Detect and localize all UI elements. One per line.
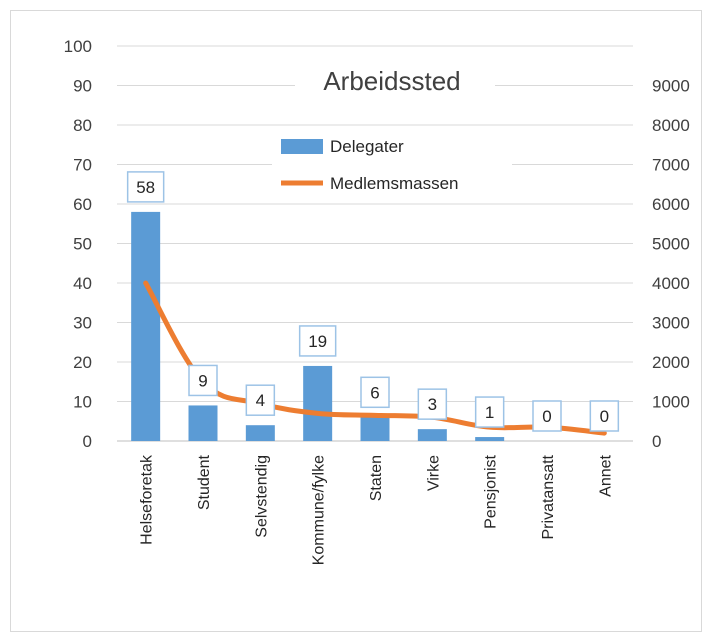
data-label: 0: [600, 407, 609, 426]
data-label: 58: [136, 178, 155, 197]
y-axis-left: 0 10 20 30 40 50 60 70 80 90 100: [64, 37, 92, 451]
y-right-tick-label: 7000: [652, 156, 690, 175]
data-label: 3: [428, 395, 437, 414]
data-label-box: [188, 364, 218, 397]
data-label: 1: [485, 403, 494, 422]
y-right-tick-label: 0: [652, 432, 661, 451]
y-left-tick-label: 50: [73, 235, 92, 254]
bar: [303, 365, 333, 441]
y-left-tick-label: 0: [83, 432, 92, 451]
y-right-tick-label: 4000: [652, 274, 690, 293]
y-right-tick-label: 1000: [652, 393, 690, 412]
bar: [417, 429, 447, 441]
x-axis-categories: Helseforetak Student Selvstendig Kommune/fy…: [139, 454, 615, 565]
data-label-box: [245, 384, 276, 416]
data-label-box: [474, 396, 505, 428]
y-right-tick-label: 3000: [652, 314, 690, 333]
y-left-tick-label: 60: [73, 195, 92, 214]
data-label-box: [532, 400, 562, 432]
category-label: Kommune/fylke: [311, 455, 328, 565]
bar: [360, 417, 390, 441]
y-left-tick-label: 10: [73, 393, 92, 412]
bar: [475, 437, 505, 441]
chart-frame: [10, 10, 702, 632]
category-label: Pensjonist: [483, 454, 500, 528]
y-axis-right: 0 1000 2000 3000 4000 5000 6000 7000 8000 9000: [652, 77, 690, 452]
bar-series: [131, 211, 505, 441]
category-label: Selvstendig: [253, 455, 270, 538]
data-label-box: [298, 325, 337, 357]
y-right-tick-label: 2000: [652, 353, 690, 372]
legend-label-delegater: Delegater: [330, 137, 404, 156]
data-label: 9: [198, 371, 207, 390]
data-label: 6: [370, 383, 379, 402]
data-label-box: [589, 400, 620, 432]
y-left-tick-label: 90: [73, 77, 92, 96]
data-label-box: [360, 376, 390, 409]
data-label-box: [417, 388, 448, 420]
y-left-tick-label: 80: [73, 116, 92, 135]
category-label: Virke: [425, 455, 442, 491]
y-left-tick-label: 30: [73, 314, 92, 333]
legend-swatch-delegater: [281, 139, 323, 154]
y-right-tick-label: 8000: [652, 116, 690, 135]
category-label: Annet: [597, 454, 614, 496]
category-label: Privatansatt: [540, 454, 557, 539]
category-label: Staten: [368, 455, 385, 501]
y-right-tick-label: 6000: [652, 195, 690, 214]
title-background: [295, 58, 495, 104]
y-right-tick-label: 9000: [652, 77, 690, 96]
y-left-tick-label: 100: [64, 37, 92, 56]
category-label: Helseforetak: [139, 454, 156, 545]
y-left-tick-label: 40: [73, 274, 92, 293]
y-right-tick-label: 5000: [652, 235, 690, 254]
legend-label-medlemsmassen: Medlemsmassen: [330, 174, 459, 193]
legend: Delegater Medlemsmassen: [272, 132, 512, 200]
bar: [131, 211, 161, 441]
chart-title: Arbeidssted: [323, 66, 460, 96]
data-label: 0: [542, 407, 551, 426]
data-label: 19: [308, 332, 327, 351]
data-label-box: [126, 171, 165, 203]
category-label: Student: [196, 454, 213, 510]
y-left-tick-label: 70: [73, 156, 92, 175]
bar: [245, 425, 275, 441]
data-labels: 58 9 4 19 6 3 1 0 0: [126, 171, 620, 432]
bar: [188, 405, 218, 441]
data-label: 4: [256, 391, 265, 410]
y-left-tick-label: 20: [73, 353, 92, 372]
